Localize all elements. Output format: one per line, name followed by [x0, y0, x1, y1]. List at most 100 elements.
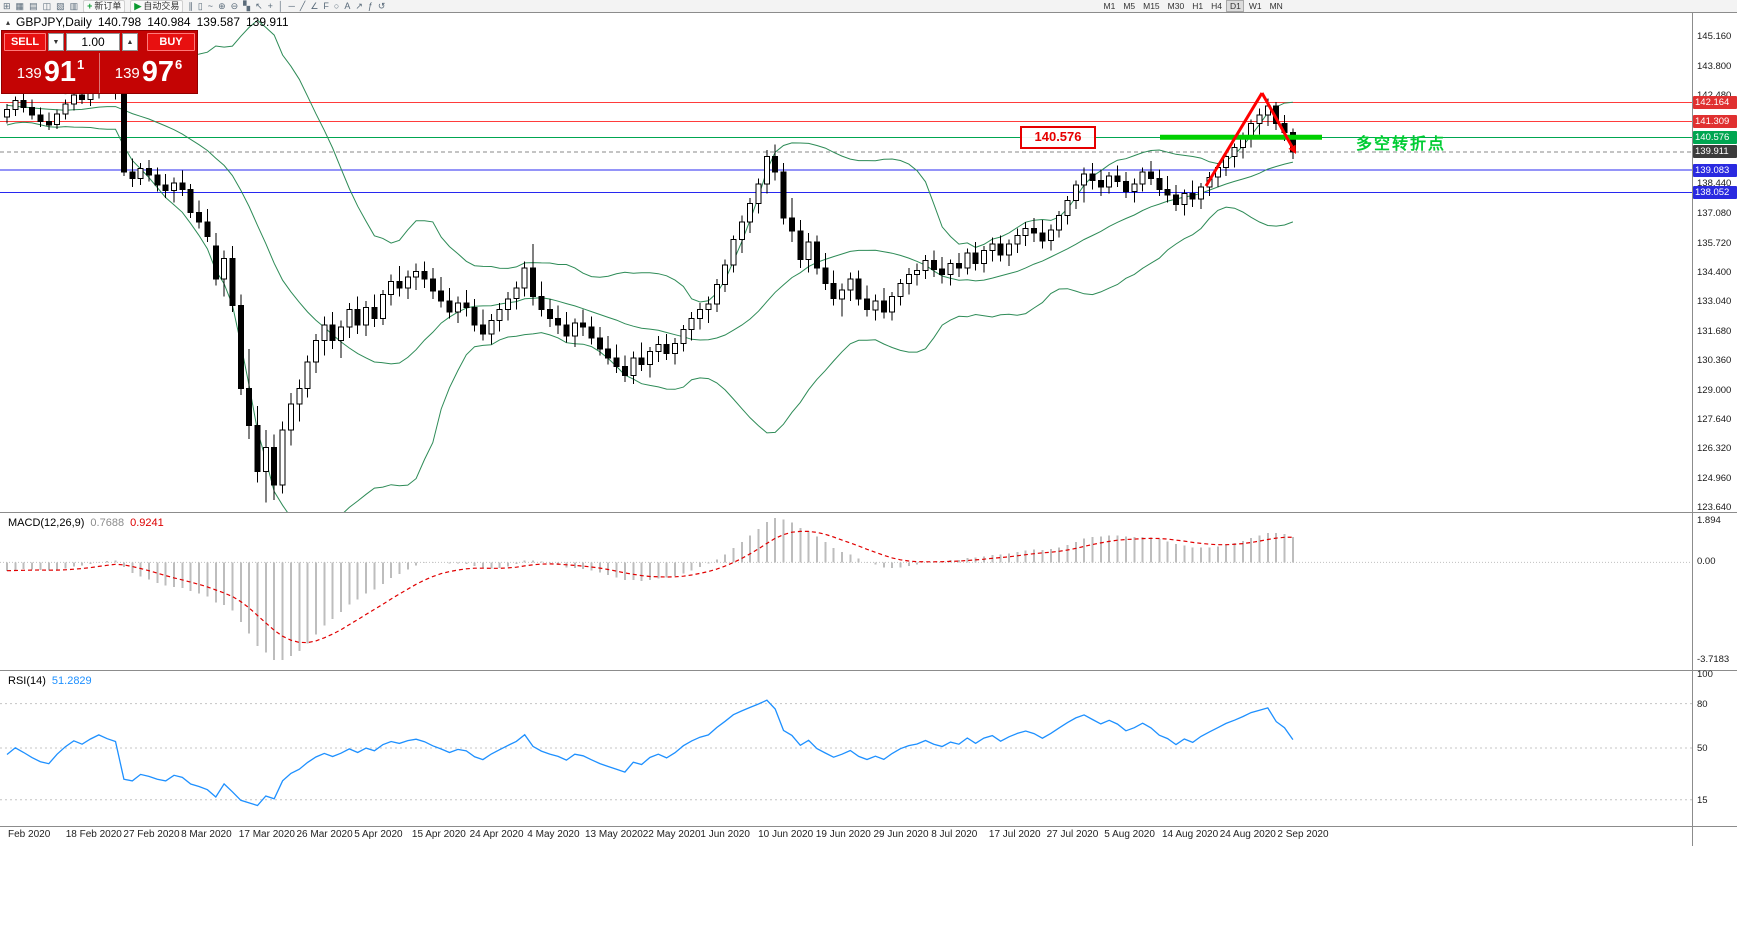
date-axis-label: 8 Jul 2020 [931, 829, 978, 840]
terminal-icon[interactable]: ▥ [69, 0, 79, 11]
sell-button[interactable]: SELL [4, 33, 46, 51]
date-axis-label: 4 May 2020 [527, 829, 580, 840]
buy-price-big: 97 [141, 56, 175, 89]
timeframe-m5[interactable]: M5 [1123, 1, 1136, 11]
cursor-icon[interactable]: ↖ [255, 0, 263, 11]
price-tag-139.911: 139.911 [1693, 145, 1737, 159]
price-tag-140.576: 140.576 [1693, 130, 1737, 144]
crosshair-icon[interactable]: + [267, 0, 273, 11]
zoom-out-icon[interactable]: ⊖ [230, 0, 239, 11]
play-icon: ▶ [134, 0, 142, 11]
sell-price-display[interactable]: 139 91 1 [2, 53, 99, 93]
date-axis-label: 1 Jun 2020 [700, 829, 750, 840]
timeframe-h1[interactable]: H1 [1192, 1, 1204, 11]
price-axis-label: 130.360 [1697, 354, 1732, 366]
bar-chart-icon[interactable]: ∥ [188, 0, 193, 11]
ellipse-icon[interactable]: ○ [333, 0, 340, 11]
timeframe-m15[interactable]: M15 [1143, 1, 1160, 11]
price-level-callout[interactable]: 140.576 [1020, 126, 1096, 149]
separator-main-macd[interactable] [0, 512, 1737, 513]
volume-dropdown-button[interactable]: ▼ [48, 33, 64, 51]
chart-title: ▴ GBPJPY,Daily 140.798 140.984 139.587 1… [6, 15, 289, 29]
chart-collapse-icon[interactable]: ▴ [6, 18, 11, 27]
date-axis-label: 22 May 2020 [642, 829, 701, 840]
date-axis-label: 13 May 2020 [585, 829, 643, 840]
separator-date-axis [0, 826, 1737, 827]
date-axis-label: 24 Aug 2020 [1219, 829, 1276, 840]
timeframe-m1[interactable]: M1 [1103, 1, 1116, 11]
timeframe-h4[interactable]: H4 [1211, 1, 1222, 11]
date-axis-label: 18 Feb 2020 [65, 829, 122, 840]
price-axis-border [1692, 12, 1693, 846]
rsi-indicator-chart[interactable] [0, 670, 1692, 826]
trendline-icon[interactable]: ╱ [299, 0, 306, 11]
price-axis-label: 131.680 [1697, 326, 1732, 338]
text-icon[interactable]: A [344, 0, 351, 11]
date-axis-label: 17 Mar 2020 [238, 829, 295, 840]
price-tag-138.052: 138.052 [1693, 186, 1737, 200]
date-axis-label: 8 Mar 2020 [181, 829, 232, 840]
timeframe-d1[interactable]: D1 [1226, 0, 1245, 12]
price-axis-label: 133.040 [1697, 296, 1732, 308]
new-order-button[interactable]: + 新订单 [83, 0, 126, 12]
rsi-axis-label: 80 [1697, 698, 1708, 710]
separator-macd-rsi[interactable] [0, 670, 1737, 671]
main-candlestick-chart[interactable] [0, 12, 1692, 512]
indicators-icon[interactable]: ƒ [367, 0, 373, 11]
price-axis-label: 127.640 [1697, 414, 1732, 426]
date-axis-label: 5 Aug 2020 [1104, 829, 1155, 840]
turning-point-annotation[interactable]: 多空转折点 [1356, 136, 1447, 153]
refresh-icon[interactable]: ↺ [377, 0, 386, 11]
sell-price-big: 91 [43, 56, 77, 89]
arrow-icon[interactable]: ↗ [355, 0, 363, 11]
close-value: 139.911 [246, 15, 289, 29]
price-axis-label: 134.400 [1697, 266, 1732, 278]
autotrading-button[interactable]: ▶ 自动交易 [130, 0, 184, 12]
timeframe-mn[interactable]: MN [1269, 1, 1283, 11]
buy-button[interactable]: BUY [147, 33, 195, 51]
separator [0, 12, 1737, 13]
timeframe-m30[interactable]: M30 [1167, 1, 1185, 11]
date-axis-label: 27 Jul 2020 [1046, 829, 1099, 840]
navigator-icon[interactable]: ▧ [56, 0, 65, 11]
macd-main-value: 0.7688 [90, 517, 125, 529]
open-value: 140.798 [97, 15, 142, 29]
data-window-icon[interactable]: ◫ [42, 0, 52, 11]
price-axis-label: 124.960 [1697, 473, 1732, 485]
price-axis-label: 138.440 [1697, 178, 1732, 190]
timeframe-w1[interactable]: W1 [1248, 1, 1262, 11]
plus-icon: + [87, 0, 93, 11]
fibonacci-icon[interactable]: F [323, 0, 329, 11]
rsi-line [6, 699, 1294, 807]
price-tag-139.083: 139.083 [1693, 163, 1737, 177]
zoom-in-icon[interactable]: ⊕ [218, 0, 226, 11]
macd-scale-max: 1.894 [1697, 515, 1721, 526]
volume-input[interactable]: 1.00 [66, 33, 120, 51]
macd-signal-line [6, 530, 1293, 644]
date-axis-label: 5 Apr 2020 [354, 829, 403, 840]
timeframe-toolbar: M1 M5 M15 M30 H1 H4 D1 W1 MN [1100, 0, 1286, 12]
candlestick-chart-icon[interactable]: ▯ [197, 0, 203, 11]
rsi-axis-label: 15 [1697, 794, 1708, 806]
volume-up-button[interactable]: ▲ [122, 33, 138, 51]
buy-price-display[interactable]: 139 97 6 [99, 53, 197, 93]
date-axis-label: 29 Jun 2020 [873, 829, 929, 840]
new-chart-icon[interactable]: ⊞ [3, 0, 11, 11]
bollinger-bands [6, 19, 1294, 512]
rsi-label: RSI(14) 51.2829 [8, 675, 92, 687]
rsi-axis-label: 50 [1697, 743, 1708, 754]
horizontal-line-icon[interactable]: ─ [288, 0, 295, 11]
vertical-line-icon[interactable]: │ [277, 0, 284, 11]
channel-icon[interactable]: ∠ [310, 0, 319, 11]
macd-indicator-chart[interactable] [0, 512, 1692, 670]
trend-arrow[interactable] [1204, 92, 1296, 187]
tile-windows-icon[interactable]: ▚ [243, 0, 251, 11]
profiles-icon[interactable]: ▦ [15, 0, 25, 11]
line-chart-icon[interactable]: ~ [207, 0, 214, 11]
candles-layer[interactable] [4, 75, 1296, 503]
buy-price-sup: 6 [175, 57, 183, 72]
date-axis-label: 19 Jun 2020 [815, 829, 871, 840]
market-watch-icon[interactable]: ▤ [29, 0, 38, 11]
rsi-axis-label: 100 [1697, 669, 1713, 680]
